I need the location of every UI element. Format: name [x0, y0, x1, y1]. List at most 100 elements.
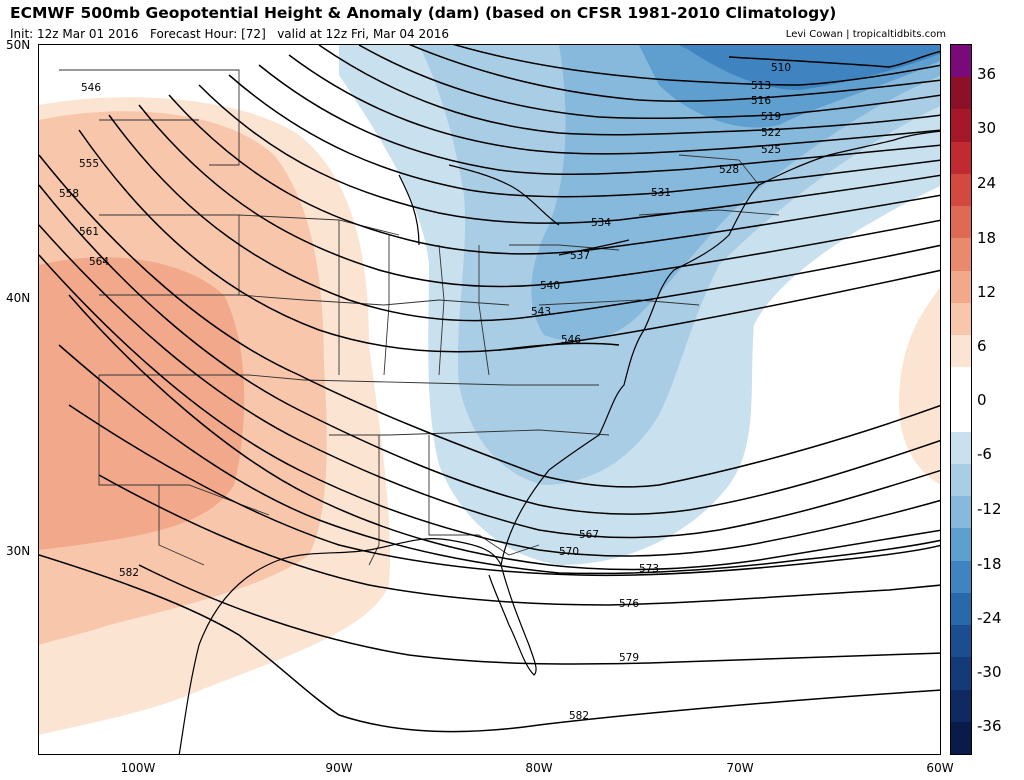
- contour-label: 558: [59, 188, 79, 200]
- contour-label: 516: [751, 95, 771, 107]
- contour-label: 582: [119, 567, 139, 579]
- anomaly-cold-15: [679, 45, 940, 90]
- contour-516: [408, 45, 940, 102]
- contour-label: 525: [761, 144, 781, 156]
- lat-label-30n: 30N: [6, 544, 31, 558]
- border-line: [538, 299, 700, 306]
- contour-label: 540: [540, 280, 560, 292]
- contour-537: [168, 94, 940, 255]
- colorbar-label: 0: [977, 391, 987, 409]
- contour-579: [138, 564, 940, 665]
- colorbar-swatch: [951, 335, 971, 367]
- lon-label-100w: 100W: [120, 761, 156, 775]
- colorbar-swatch: [951, 174, 971, 206]
- colorbar-label: -6: [977, 445, 992, 463]
- contour-510: [728, 50, 940, 68]
- coastline: [178, 130, 940, 754]
- map-svg: 510 513 516 519 522 525 528 531 534 537 …: [39, 45, 940, 754]
- contour-546b: [498, 342, 620, 351]
- colorbar-swatch: [951, 690, 971, 722]
- colorbar: [950, 44, 972, 755]
- contour-564: [39, 254, 940, 557]
- contour-519: [358, 45, 940, 120]
- contour-522: [318, 45, 940, 136]
- east-coast: [500, 130, 940, 566]
- colorbar-swatch: [951, 528, 971, 561]
- contour-label: 561: [79, 226, 99, 238]
- colorbar-swatch: [951, 464, 971, 496]
- contour-label: 576: [619, 598, 639, 610]
- valid-time: valid at 12z Fri, Mar 04 2016: [277, 27, 450, 41]
- lon-label-80w: 80W: [525, 761, 553, 775]
- border-line: [368, 435, 380, 566]
- colorbar-label: -30: [977, 663, 1002, 681]
- colorbar-swatch: [951, 367, 971, 400]
- contour-576: [98, 474, 940, 606]
- contour-label: 519: [761, 111, 781, 123]
- border-line: [638, 209, 780, 216]
- colorbar-swatch: [951, 722, 971, 754]
- contour-label: 555: [79, 158, 99, 170]
- contour-label: 528: [719, 164, 739, 176]
- colorbar-label: -24: [977, 609, 1002, 627]
- contour-531: [228, 74, 940, 198]
- lat-label-40n: 40N: [6, 291, 31, 305]
- contour-label: 537: [570, 250, 590, 262]
- contour-label: 510: [771, 62, 791, 74]
- contour-label: 570: [559, 546, 579, 558]
- negative-anomaly-shading: [339, 45, 940, 565]
- contour-label: 579: [619, 652, 639, 664]
- positive-anomaly-shading: [39, 97, 940, 735]
- colorbar-label: 24: [977, 174, 997, 192]
- colorbar-swatch: [951, 109, 971, 142]
- contour-558: [39, 184, 940, 515]
- colorbar-label: 12: [977, 283, 997, 301]
- lon-label-60w: 60W: [926, 761, 954, 775]
- contour-582: [39, 554, 940, 733]
- contour-label: 522: [761, 127, 781, 139]
- anomaly-cold-9: [531, 45, 940, 341]
- contour-label: 546: [81, 82, 101, 94]
- border-line: [329, 429, 610, 436]
- colorbar-swatch: [951, 77, 971, 109]
- colorbar-label: 30: [977, 119, 997, 137]
- contour-567: [68, 294, 940, 571]
- border-line: [678, 154, 760, 186]
- chart-title: ECMWF 500mb Geopotential Height & Anomal…: [10, 4, 837, 22]
- contour-546: [78, 129, 940, 353]
- contour-label: 567: [579, 529, 599, 541]
- contour-labels: 510 513 516 519 522 525 528 531 534 537 …: [59, 62, 791, 722]
- contour-534: [198, 84, 940, 224]
- colorbar-label: -18: [977, 555, 1002, 573]
- contour-540: [138, 104, 940, 288]
- contour-label: 513: [751, 80, 771, 92]
- lon-label-70w: 70W: [726, 761, 754, 775]
- colorbar-swatch: [951, 271, 971, 303]
- contour-label: 534: [591, 217, 611, 229]
- height-contours: [39, 45, 940, 733]
- run-info: Init: 12z Mar 01 2016 Forecast Hour: [72…: [10, 27, 449, 41]
- colorbar-swatch: [951, 496, 971, 528]
- colorbar-label: 6: [977, 337, 987, 355]
- contour-561: [39, 224, 940, 539]
- lat-label-50n: 50N: [6, 38, 31, 52]
- colorbar-swatch: [951, 238, 971, 271]
- border-line: [59, 69, 240, 166]
- contour-555: [39, 154, 940, 488]
- colorbar-swatch: [951, 45, 971, 77]
- colorbar-swatch: [951, 432, 971, 464]
- contour-label: 543: [531, 306, 551, 318]
- colorbar-label: 36: [977, 65, 997, 83]
- anomaly-warm-9: [39, 257, 245, 550]
- colorbar-swatch: [951, 303, 971, 335]
- forecast-hour: Forecast Hour: [72]: [149, 27, 266, 41]
- contour-528: [258, 64, 940, 175]
- contour-543: [108, 114, 940, 322]
- colorbar-swatch: [951, 206, 971, 238]
- border-line: [438, 244, 445, 376]
- border-line: [99, 294, 305, 301]
- colorbar-swatch: [951, 657, 971, 690]
- contour-label: 531: [651, 187, 671, 199]
- credit: Levi Cowan | tropicaltidbits.com: [785, 29, 946, 40]
- border-line: [99, 374, 305, 381]
